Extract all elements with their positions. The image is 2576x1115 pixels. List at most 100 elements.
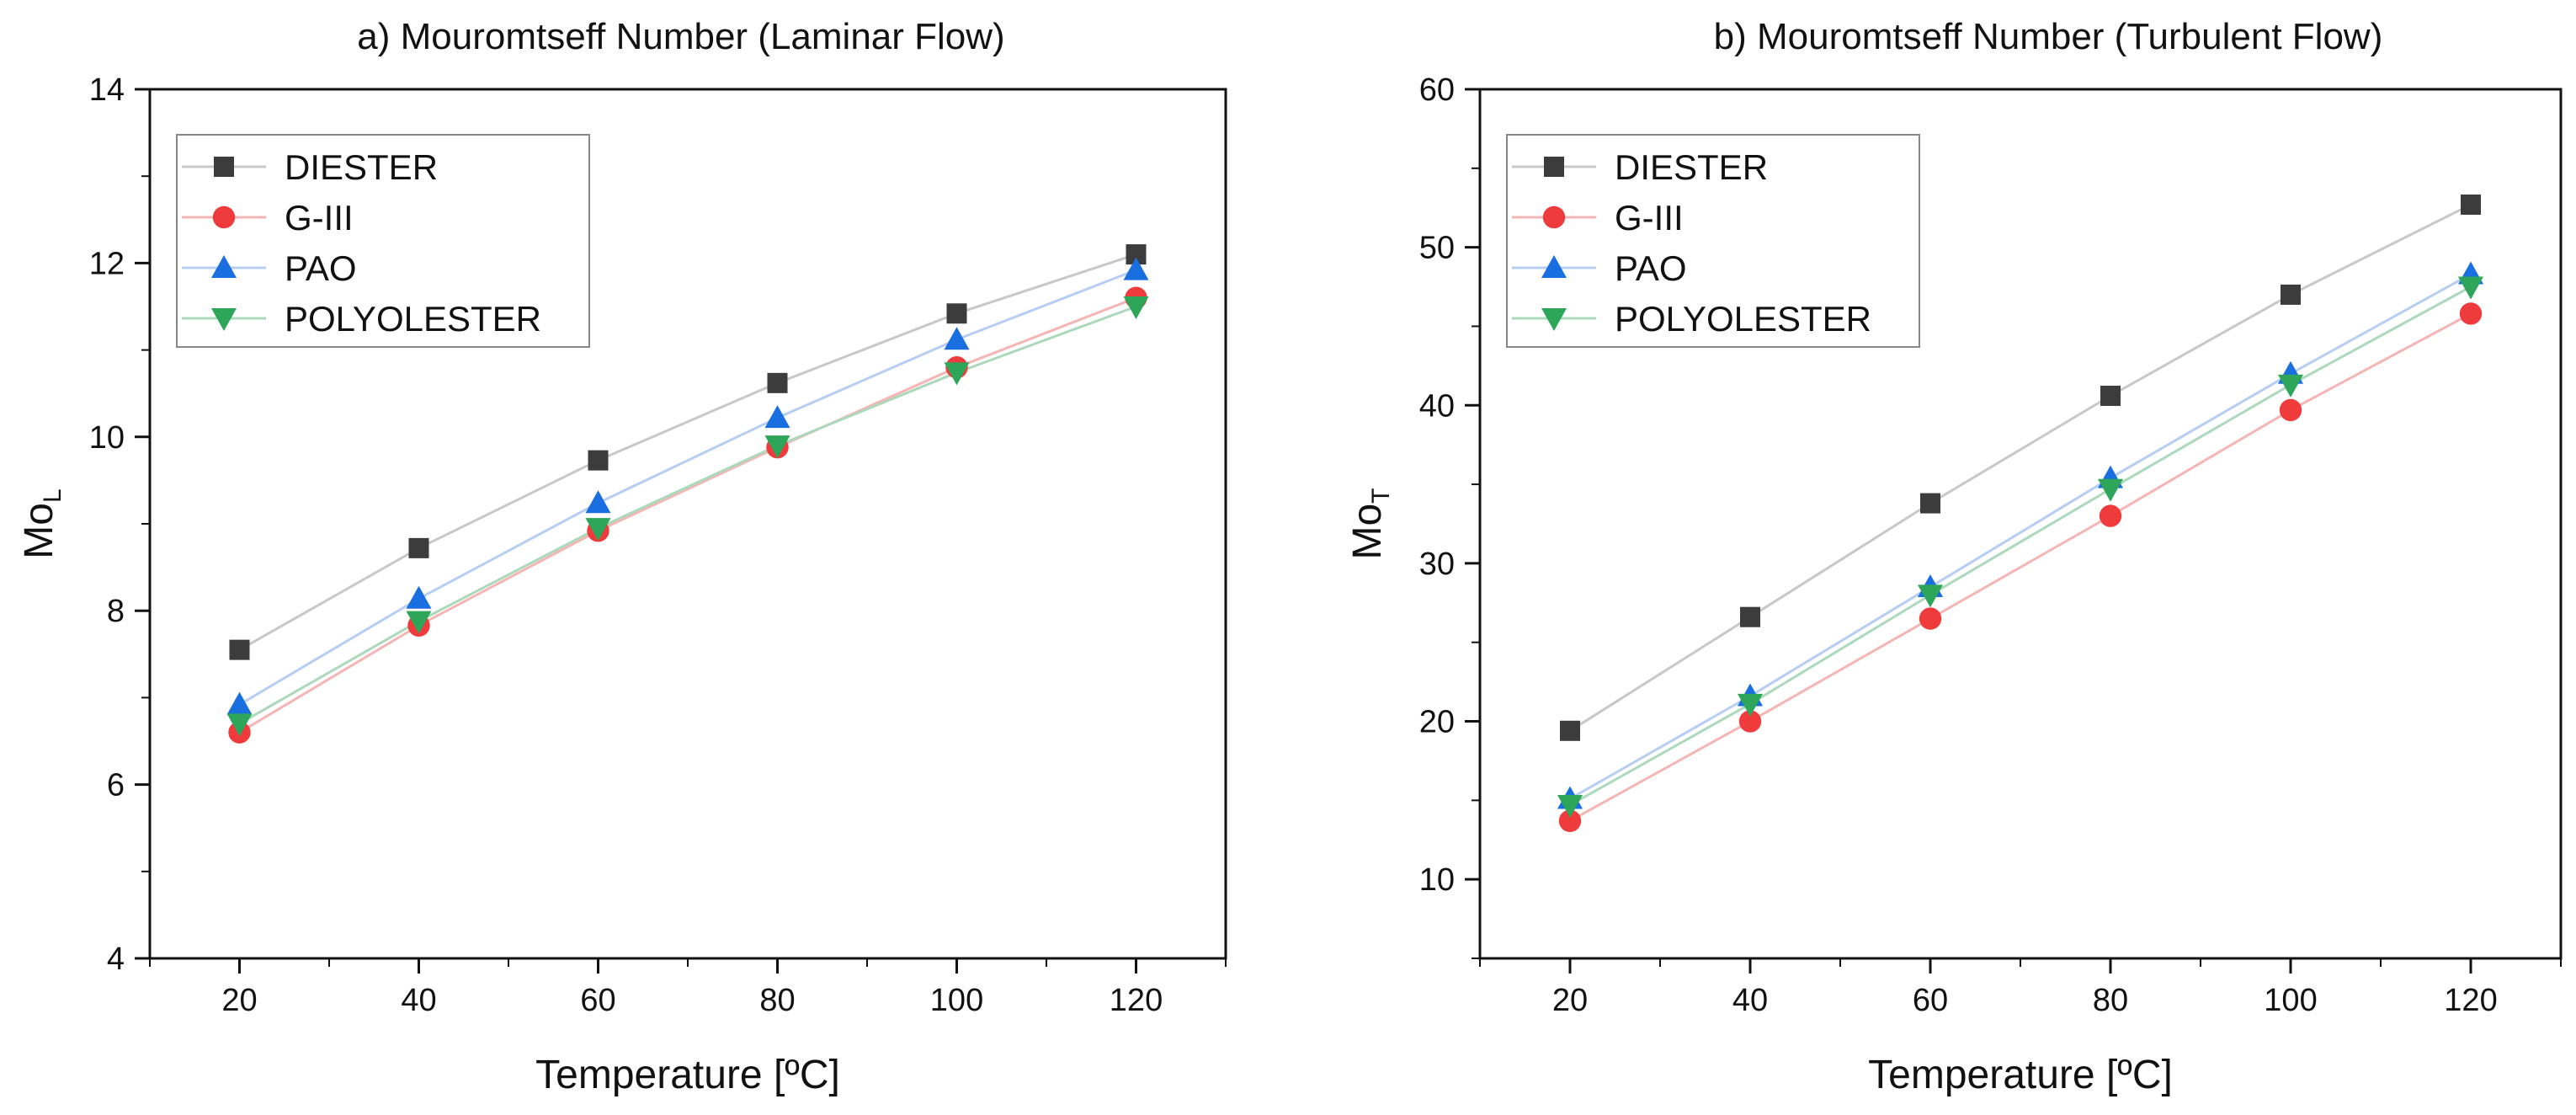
data-point-polyolester [1738, 693, 1763, 717]
axes-b: 20 40 60 80 100 120 10 20 30 40 50 60 [1419, 72, 2562, 1018]
data-point-polyolester [406, 611, 432, 634]
x-tick-label: 40 [401, 983, 436, 1018]
data-point-polyolester [1123, 296, 1149, 319]
y-tick-label: 6 [107, 768, 125, 803]
y-tick-label: 12 [89, 246, 125, 281]
data-point-polyolester [764, 435, 790, 459]
y-tick-label: 60 [1419, 72, 1455, 108]
y-tick-label: 30 [1419, 547, 1455, 582]
data-point-diester [1560, 720, 1580, 741]
axes-a: 20 40 60 80 100 120 4 6 8 10 12 14 [89, 72, 1227, 1018]
legend-label-g-iii: G-III [1615, 198, 1684, 237]
data-point-diester [408, 537, 429, 558]
series-line-polyolester [1569, 285, 2472, 807]
y-axis-label-sub-b: T [1367, 488, 1395, 503]
x-tick-label: 60 [1913, 983, 1948, 1018]
data-point-polyolester [226, 713, 253, 737]
data-point-pao [226, 691, 253, 715]
data-point-g-iii [2099, 504, 2122, 527]
legend-box-b [1506, 134, 1920, 348]
y-tick-label: 10 [89, 420, 125, 456]
x-tick-label: 40 [1732, 983, 1768, 1018]
data-point-polyolester [1918, 584, 1943, 608]
data-point-g-iii [2279, 398, 2302, 422]
y-tick-label: 10 [1419, 862, 1455, 898]
x-tick-label: 100 [2264, 983, 2317, 1018]
series-line-g-iii [1569, 312, 2472, 823]
legend-label-polyolester: POLYOLESTER [285, 299, 541, 339]
legend-label-diester: DIESTER [1615, 147, 1768, 187]
series-a [226, 244, 1149, 744]
chart-panel-b: b) Mouromtseff Number (Turbulent Flow) 2… [1345, 16, 2563, 1097]
data-point-polyolester [585, 518, 611, 541]
x-tick-label: 20 [221, 983, 257, 1018]
chart-title-a: a) Mouromtseff Number (Laminar Flow) [357, 16, 1004, 57]
data-point-diester [588, 450, 609, 471]
data-point-diester [767, 372, 788, 393]
y-axis-label-b: MoT [1345, 488, 1395, 559]
legend-b: DIESTER G-III PAO POLYOLESTER [1512, 147, 1871, 339]
y-tick-label: 8 [107, 594, 125, 629]
legend-marker-pao [211, 255, 237, 278]
data-point-polyolester [2458, 276, 2483, 300]
series-line-pao [238, 269, 1137, 706]
x-axis-label-b: Temperature [ºC] [1868, 1053, 2173, 1097]
data-point-diester [1740, 606, 1760, 627]
legend-marker-g-iii [1542, 205, 1566, 229]
x-tick-label: 20 [1552, 983, 1588, 1018]
legend-marker-diester [214, 157, 234, 177]
legend-marker-g-iii [212, 205, 236, 229]
data-point-diester [229, 639, 250, 660]
y-axis-label-sub-a: L [39, 488, 67, 503]
legend-a: DIESTER G-III PAO POLYOLESTER [182, 147, 541, 339]
data-point-polyolester [2278, 374, 2303, 397]
y-axis-label-a: MoL [17, 488, 67, 558]
legend-marker-polyolester [211, 308, 237, 331]
data-point-polyolester [1557, 794, 1583, 818]
data-point-g-iii [1558, 809, 1582, 832]
legend-marker-pao [1541, 255, 1567, 278]
data-point-polyolester [2098, 478, 2123, 502]
data-point-polyolester [944, 362, 970, 386]
chart-panel-a: a) Mouromtseff Number (Laminar Flow) 20 4… [17, 16, 1227, 1097]
data-point-diester [946, 303, 967, 324]
y-tick-label: 4 [107, 942, 125, 977]
x-tick-label: 80 [2093, 983, 2128, 1018]
series-line-g-iii [238, 296, 1137, 734]
series-line-diester [1569, 203, 2472, 733]
series-line-pao [1569, 273, 2472, 800]
x-tick-label: 60 [580, 983, 615, 1018]
data-point-diester [1920, 493, 1940, 514]
data-point-diester [2100, 386, 2121, 407]
legend-label-polyolester: POLYOLESTER [1615, 299, 1871, 339]
data-point-g-iii [1738, 710, 1762, 733]
series-line-diester [238, 253, 1136, 651]
y-tick-label: 50 [1419, 231, 1455, 266]
data-point-pao [406, 585, 432, 609]
legend-label-pao: PAO [285, 248, 357, 288]
chart-title-b: b) Mouromtseff Number (Turbulent Flow) [1714, 16, 2383, 57]
x-tick-label: 100 [930, 983, 983, 1018]
data-point-pao [585, 490, 611, 514]
y-tick-label: 40 [1419, 388, 1455, 424]
legend-label-g-iii: G-III [285, 198, 354, 237]
x-tick-label: 120 [1110, 983, 1163, 1018]
data-point-g-iii [1919, 607, 1942, 630]
data-point-g-iii [2459, 302, 2483, 325]
y-tick-label: 20 [1419, 705, 1455, 740]
legend-marker-polyolester [1541, 308, 1567, 331]
data-point-diester [2281, 284, 2301, 305]
data-point-pao [944, 327, 970, 350]
legend-box-a [176, 134, 590, 348]
y-tick-label: 14 [89, 72, 125, 108]
x-tick-label: 80 [759, 983, 795, 1018]
data-point-pao [1123, 257, 1149, 280]
x-tick-label: 120 [2444, 983, 2497, 1018]
series-b [1557, 194, 2483, 832]
data-point-pao [764, 405, 790, 429]
x-axis-label-a: Temperature [ºC] [535, 1053, 840, 1097]
y-axis-label-main-a: Mo [17, 503, 61, 559]
data-point-diester [2461, 194, 2481, 215]
y-axis-label-main-b: Mo [1345, 504, 1390, 560]
legend-label-pao: PAO [1615, 248, 1687, 288]
